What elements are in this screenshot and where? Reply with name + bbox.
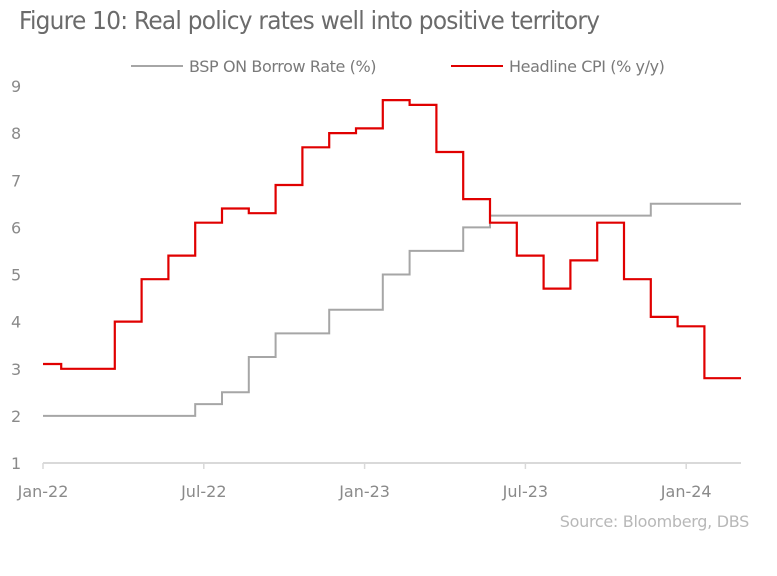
x-tick-label: Jan-22	[17, 482, 69, 501]
y-tick-label: 8	[11, 124, 21, 143]
x-tick-label: Jul-23	[502, 482, 548, 501]
x-tick-label: Jan-23	[338, 482, 390, 501]
legend-swatch-cpi	[451, 65, 503, 67]
series-line-headline-cpi	[43, 99, 741, 380]
legend: BSP ON Borrow Rate (%) Headline CPI (% y…	[0, 54, 777, 78]
legend-item-cpi: Headline CPI (% y/y)	[451, 54, 665, 78]
y-tick-label: 5	[11, 266, 21, 285]
y-tick-label: 7	[11, 171, 21, 190]
y-axis: 1 2 3 4 5 6 7 8 9	[11, 77, 21, 473]
legend-label-cpi: Headline CPI (% y/y)	[509, 56, 665, 76]
source-note: Source: Bloomberg, DBS	[559, 512, 750, 531]
y-tick-label: 2	[11, 407, 21, 426]
legend-item-bsp: BSP ON Borrow Rate (%)	[131, 54, 377, 78]
y-tick-label: 9	[11, 77, 21, 96]
series-lines	[43, 99, 741, 417]
legend-label-bsp: BSP ON Borrow Rate (%)	[189, 56, 377, 76]
series-line-bsp-rate	[43, 202, 741, 417]
y-tick-label: 4	[11, 313, 21, 332]
chart-title: Figure 10: Real policy rates well into p…	[19, 6, 600, 35]
legend-swatch-bsp	[131, 65, 183, 67]
x-tick-label: Jan-24	[660, 482, 712, 501]
x-axis: Jan-22 Jul-22 Jan-23 Jul-23 Jan-24	[17, 462, 741, 501]
x-tick-label: Jul-22	[180, 482, 226, 501]
y-tick-label: 3	[11, 360, 21, 379]
y-tick-label: 6	[11, 218, 21, 237]
y-tick-label: 1	[11, 454, 21, 473]
